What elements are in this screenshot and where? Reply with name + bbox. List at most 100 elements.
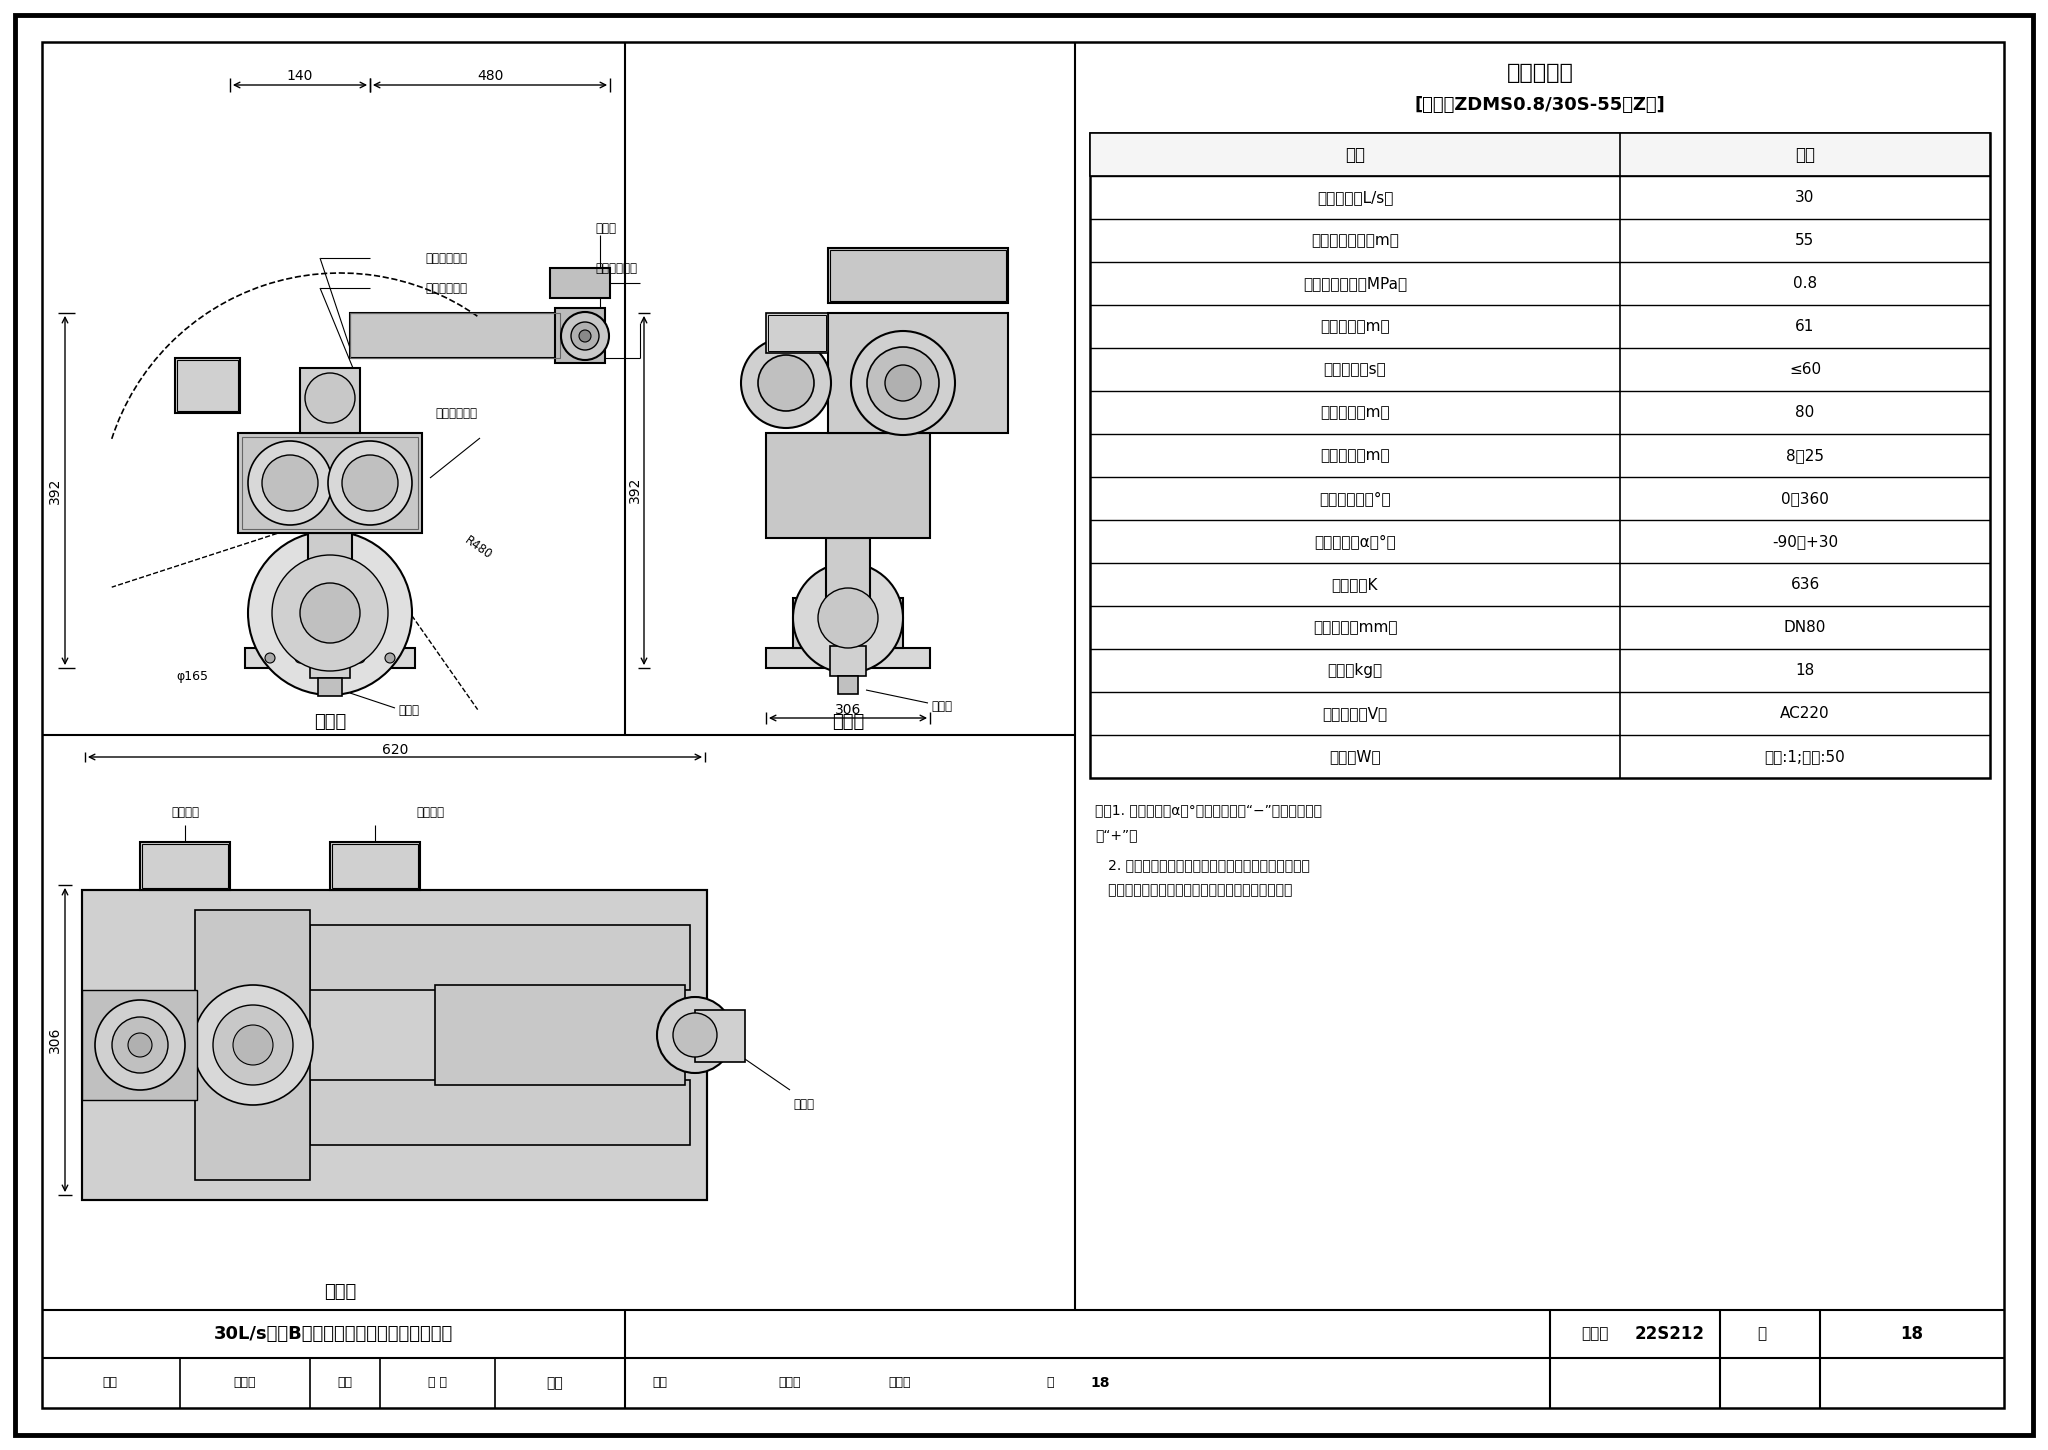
Text: 80: 80 [1796,405,1815,420]
Text: 审核: 审核 [102,1376,117,1389]
Circle shape [674,1014,717,1057]
Text: [型号：ZDMS0.8/30S-55（Z）]: [型号：ZDMS0.8/30S-55（Z）] [1415,96,1665,115]
Bar [350,313,559,358]
Circle shape [193,985,313,1105]
Text: 垂直旋转蜗杆: 垂直旋转蜗杆 [426,281,467,294]
Text: 监控半径（m）: 监控半径（m） [1321,405,1391,420]
Text: 30L/s直立B型自动消防炮外形尺寸及参数表: 30L/s直立B型自动消防炮外形尺寸及参数表 [213,1325,453,1343]
Circle shape [657,998,733,1073]
Text: ≤60: ≤60 [1790,362,1821,377]
Text: 绍典: 绍典 [547,1376,563,1391]
Text: 红外定位装置: 红外定位装置 [434,406,477,419]
Text: 垂直旋转蜗轮: 垂直旋转蜗轮 [426,251,467,264]
Text: 页: 页 [1047,1376,1055,1389]
Text: 18: 18 [1796,663,1815,679]
Bar [766,434,930,538]
Bar [307,534,352,597]
Text: 张立成: 张立成 [233,1376,256,1389]
Bar [176,360,238,410]
Text: 重量（kg）: 重量（kg） [1327,663,1382,679]
Text: 额定流量（L/s）: 额定流量（L/s） [1317,190,1393,204]
Circle shape [305,373,354,423]
Text: 俰仰回转角α（°）: 俰仰回转角α（°） [1315,534,1397,550]
Bar [330,842,420,890]
Text: 进水管: 进水管 [397,703,420,716]
Text: 电机电压（V）: 电机电压（V） [1323,706,1389,721]
Circle shape [113,1016,168,1073]
Bar [434,985,684,1085]
Text: 306: 306 [836,703,862,716]
Text: 18: 18 [1901,1325,1923,1343]
Circle shape [262,455,317,510]
Circle shape [328,441,412,525]
Bar [139,842,229,890]
Text: 指标: 指标 [1794,145,1815,164]
Text: 306: 306 [47,1027,61,1053]
Text: R480: R480 [463,534,494,563]
Text: 出水口: 出水口 [596,222,616,235]
Text: 620: 620 [381,742,408,757]
Bar [829,249,1006,302]
Text: 出水口: 出水口 [793,1099,813,1112]
Text: 392: 392 [629,477,641,503]
Text: 方喷射进行瞀准灭火，而不能做到仰射瞀准火源。: 方喷射进行瞀准灭火，而不能做到仰射瞀准火源。 [1096,883,1292,898]
Text: AC220: AC220 [1780,706,1829,721]
Bar [317,679,342,696]
Text: 定位时间（s）: 定位时间（s） [1323,362,1386,377]
Circle shape [272,555,387,671]
Text: 480: 480 [477,70,504,83]
Circle shape [248,441,332,525]
Bar [272,597,387,648]
Circle shape [127,1032,152,1057]
Circle shape [248,531,412,695]
Text: 页: 页 [1757,1327,1767,1341]
Bar [309,1080,690,1146]
Text: 18: 18 [1090,1376,1110,1391]
Text: φ165: φ165 [176,670,209,683]
Circle shape [342,455,397,510]
Circle shape [866,347,938,419]
Text: 进水管: 进水管 [932,699,952,712]
Text: 设计: 设计 [653,1376,668,1389]
Circle shape [561,312,608,360]
Text: 电动推杆: 电动推杆 [170,806,199,818]
Text: 正视图: 正视图 [313,713,346,731]
Circle shape [354,652,365,663]
Bar [825,538,870,597]
Circle shape [326,652,336,663]
Bar [82,890,707,1201]
Circle shape [264,652,274,663]
Circle shape [385,652,395,663]
Circle shape [299,583,360,642]
Bar [827,248,1008,303]
Bar [1090,133,1991,175]
Text: 张 爽: 张 爽 [428,1376,446,1389]
Circle shape [741,338,831,428]
Text: 55: 55 [1796,233,1815,248]
Bar [82,990,197,1101]
Bar [299,368,360,434]
Bar [827,313,1008,434]
Text: 项目: 项目 [1346,145,1366,164]
Bar [141,844,227,887]
Circle shape [580,331,592,342]
Circle shape [793,563,903,673]
Text: 装置参数表: 装置参数表 [1507,62,1573,83]
Text: 侧视图: 侧视图 [831,713,864,731]
Circle shape [758,355,813,410]
Text: -90～+30: -90～+30 [1772,534,1837,550]
Bar [309,648,350,679]
Text: 最大保护半径（m）: 最大保护半径（m） [1311,233,1399,248]
Text: 流量系数K: 流量系数K [1331,577,1378,592]
Bar [1090,133,1991,779]
Text: 2. 自动消防炮在系统自动状态下，只能以平射和向下: 2. 自动消防炮在系统自动状态下，只能以平射和向下 [1096,858,1311,871]
Text: 赵首权: 赵首权 [778,1376,801,1389]
Bar [555,307,604,362]
Bar [309,925,690,990]
Text: 红外定位装置: 红外定位装置 [596,261,637,274]
Bar [551,268,610,299]
Text: 30: 30 [1796,190,1815,204]
Text: 为“+”。: 为“+”。 [1096,828,1137,842]
Circle shape [885,365,922,402]
Text: 图集号: 图集号 [1581,1327,1608,1341]
